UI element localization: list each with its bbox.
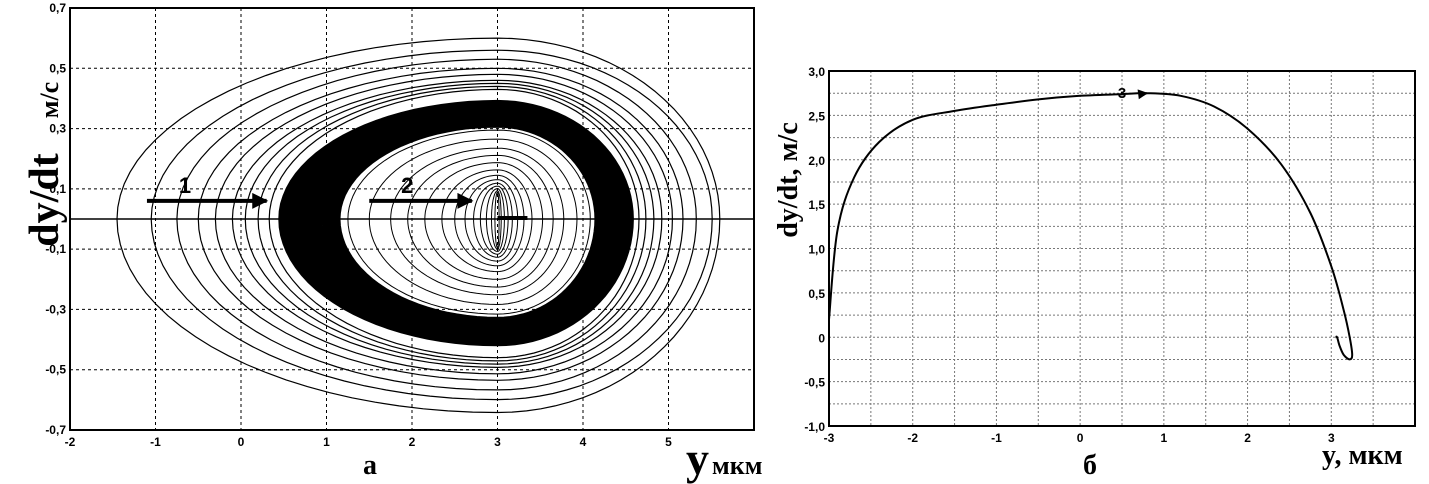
chart-a-x-tick-label: -2	[65, 435, 76, 449]
chart-b-frame	[828, 70, 1416, 427]
chart-a-y-tick-label: 0,5	[49, 61, 66, 75]
chart-b-arrow-label: 3	[1118, 85, 1126, 102]
chart-a-xlabel-unit: мкм	[712, 451, 762, 480]
chart-a-y-tick-label: -0,5	[45, 363, 66, 377]
chart-a-curves	[116, 37, 721, 414]
chart-b-grid	[829, 71, 1415, 426]
chart-a-y-tick-label: 0,7	[49, 1, 66, 15]
chart-b-y-tick-label: 2,5	[808, 109, 825, 123]
chart-b: 3,0 2,5 2,0 1,5 1,0 0,5 0 -0,5 -1,0 -3 -2 -1 0 1 2 3 3…	[773, 65, 1416, 481]
chart-a-inner-loop	[424, 162, 544, 280]
chart-b-y-tick-label: -1,0	[804, 420, 825, 434]
chart-b-x-tick-label: -3	[824, 431, 835, 445]
chart-a-arrow-label: 2	[401, 173, 413, 198]
chart-b-x-tick-label: 1	[1161, 431, 1168, 445]
chart-b-y-tick-label: 0	[818, 331, 825, 345]
chart-a-ylabel-unit: м/с	[35, 82, 64, 118]
chart-a-x-ticks: -2 -1 0 1 2 3 4 5	[65, 435, 672, 449]
chart-b-xlabel: y, мкм	[1322, 440, 1403, 471]
chart-a-x-tick-label: -1	[150, 435, 161, 449]
chart-a-y-tick-label: -0,3	[45, 302, 66, 316]
chart-a-inner-loop	[441, 169, 533, 273]
chart-a-y-tick-label: 0,3	[49, 122, 66, 136]
chart-b-y-tick-label: -0,5	[804, 376, 825, 390]
chart-a-x-tick-label: 5	[665, 435, 672, 449]
chart-b-y-tick-label: 2,0	[808, 154, 825, 168]
chart-a-x-tick-label: 0	[238, 435, 245, 449]
chart-a-x-tick-label: 3	[494, 435, 501, 449]
chart-a-frame	[69, 7, 755, 431]
chart-b-trajectory	[828, 92, 1354, 361]
chart-a-x-tick-label: 4	[580, 435, 587, 449]
chart-b-x-tick-label: -1	[991, 431, 1002, 445]
chart-a-arrow-label: 1	[179, 173, 191, 198]
chart-b-y-tick-label: 1,0	[808, 243, 825, 257]
chart-a-inner-loop	[473, 182, 513, 258]
chart-a-y-ticks: 0,7 0,5 0,3 0,1 -0,1 -0,3 -0,5 -0,7	[45, 1, 66, 437]
chart-a-y-tick-label: -0,1	[45, 242, 66, 256]
chart-b-annotations: 3	[1118, 85, 1149, 102]
chart-a-xlabel-main: y	[686, 433, 709, 484]
chart-b-x-tick-label: 3	[1328, 431, 1335, 445]
chart-b-x-tick-label: -2	[907, 431, 918, 445]
chart-a-inner-loop	[347, 129, 591, 315]
chart-a: 0,70,50,30,1-0,1-0,3-0,5-0,7 -2 -1 0 1 2 3 4 5 …	[22, 1, 762, 484]
chart-b-ylabel: dy/dt, м/с	[773, 122, 804, 238]
chart-b-arrow	[1137, 89, 1149, 100]
chart-a-x-tick-label: 1	[323, 435, 330, 449]
chart-a-inner-loop	[390, 147, 565, 296]
chart-b-x-ticks: -3 -2 -1 0 1 2 3	[824, 431, 1335, 445]
chart-a-y-tick-label: -0,7	[45, 423, 66, 437]
chart-b-y-ticks: 3,0 2,5 2,0 1,5 1,0 0,5 0 -0,5 -1,0	[804, 65, 825, 434]
chart-b-y-tick-label: 0,5	[808, 287, 825, 301]
chart-b-y-tick-label: 1,5	[808, 198, 825, 212]
chart-a-x-tick-label: 2	[409, 435, 416, 449]
chart-b-panel-label: б	[1083, 450, 1097, 481]
chart-a-panel-label: а	[363, 450, 377, 481]
chart-a-ylabel-main: dy/dt	[22, 153, 68, 246]
chart-a-y-tick-label: 0,1	[49, 182, 66, 196]
chart-b-y-tick-label: 3,0	[808, 65, 825, 79]
chart-b-x-tick-label: 0	[1077, 431, 1084, 445]
chart-b-x-tick-label: 2	[1244, 431, 1251, 445]
